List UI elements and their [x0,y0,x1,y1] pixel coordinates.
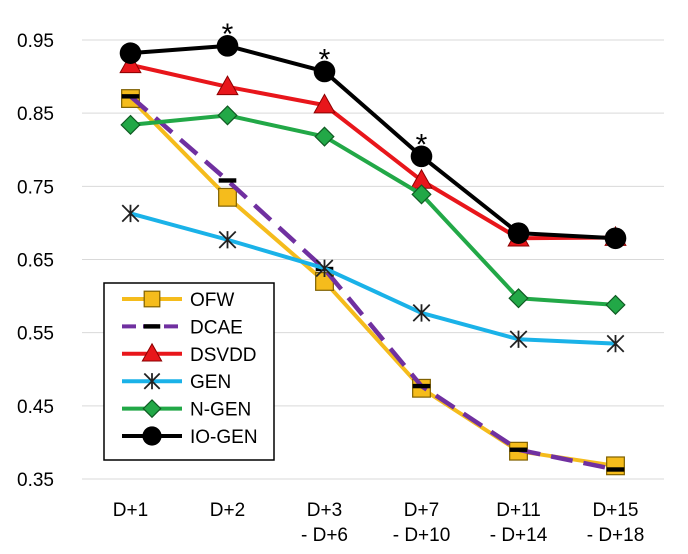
x-tick-line: - D+10 [393,525,451,546]
legend-item: DSVDD [122,342,257,366]
data-point [604,227,627,250]
data-point [313,93,336,114]
data-point [218,187,237,207]
data-point [218,230,237,249]
data-point [606,334,625,353]
data-point [216,75,239,96]
legend-label: OFW [190,290,234,311]
x-tick-label: D+7 - D+10 [393,500,451,546]
x-tick-line: - D+6 [301,525,348,546]
legend-marker [143,324,161,329]
x-tick-line: D+1 [113,500,148,521]
series-line [130,62,616,241]
legend-label: GEN [190,372,231,393]
data-point [507,222,530,244]
legend-label: IO-GEN [190,427,258,448]
legend-item: OFW [122,290,234,311]
significance-mark: * [222,18,234,51]
legend-marker [142,426,162,446]
legend-item: DCAE [122,317,243,338]
series-io-gen [119,35,627,250]
data-point [120,114,141,136]
x-tick-line: D+2 [210,500,245,521]
data-point [509,447,528,452]
significance-mark: * [416,128,428,161]
legend-marker [141,342,163,362]
significance-mark: * [319,43,331,76]
x-tick-label: D+11 - D+14 [490,500,548,546]
x-tick-line: - D+18 [587,525,645,546]
legend-label: DSVDD [190,345,257,366]
series-n-gen [120,105,626,316]
y-tick-label: 0.95 [17,31,54,52]
series-line [130,113,616,307]
legend-marker [142,399,162,419]
data-point [412,383,431,389]
data-point [410,145,433,168]
legend: OFW DCAE DSVDD GEN N-GEN IO-GEN [103,282,275,461]
data-point [606,467,625,472]
y-tick-label: 0.45 [17,397,54,418]
legend-label: DCAE [190,317,243,338]
y-tick-label: 0.35 [17,470,54,491]
y-tick-label: 0.55 [17,324,54,345]
x-tick-line: D+3 [307,500,342,521]
data-point [119,42,142,64]
legend-item: IO-GEN [122,426,258,448]
legend-marker [143,290,161,308]
data-point [121,204,140,223]
data-point [508,288,529,309]
x-tick-label: D+3 - D+6 [301,500,348,546]
data-point [121,94,140,99]
data-point [605,294,626,316]
series-line [130,43,616,241]
data-point [218,178,237,183]
data-point [411,184,432,205]
series-dsvdd [119,53,627,247]
legend-marker [143,372,161,390]
x-tick-label: D+1 [113,500,148,521]
x-tick-label: D+2 [210,500,245,521]
legend-label: N-GEN [190,400,251,421]
legend-box [103,282,275,461]
data-point [315,259,334,278]
data-point [314,126,335,147]
data-point [313,60,336,83]
data-point [412,304,431,322]
x-tick-line: - D+14 [490,525,548,546]
data-point [606,456,625,476]
x-tick-line: D+11 [496,500,541,521]
series-gen [121,204,625,353]
data-point [509,330,528,349]
x-tick-line: D+7 [404,500,439,521]
data-point [217,105,238,126]
y-tick-label: 0.85 [17,104,54,125]
x-tick-line: D+15 [593,500,639,521]
series-line [129,211,616,346]
x-tick-label: D+15 - D+18 [587,500,645,546]
series-line [129,94,616,472]
legend-item: N-GEN [122,399,251,421]
y-tick-label: 0.75 [17,177,54,198]
legend-item: GEN [122,372,231,393]
y-tick-label: 0.65 [17,251,54,272]
data-point [216,35,239,57]
